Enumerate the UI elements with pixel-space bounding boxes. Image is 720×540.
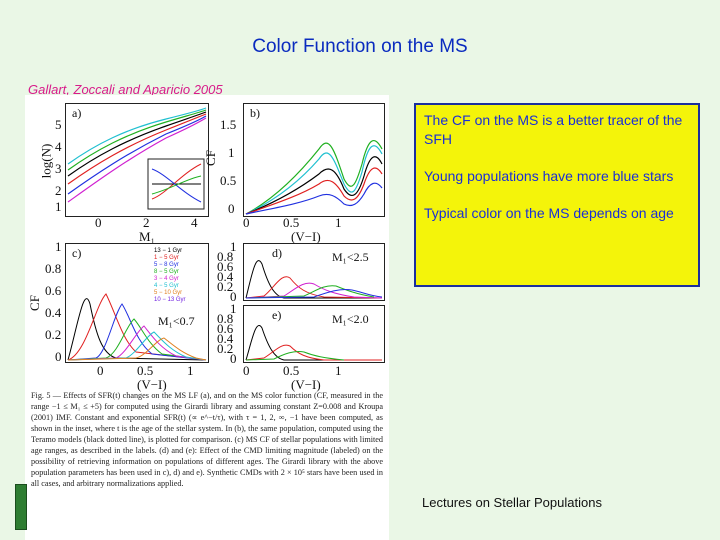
- panel-b-plot: [245, 139, 383, 215]
- panel-e-xtick: 0: [243, 363, 250, 378]
- decorative-green-bar: [15, 484, 27, 530]
- legend-entry: 13 − 1 Gyr: [154, 248, 183, 254]
- panel-b-xtick: 1: [335, 215, 342, 230]
- panel-d-ytick: 1: [230, 239, 237, 254]
- panel-a-plot: [67, 107, 207, 210]
- panel-b-ytick: 1: [228, 145, 235, 160]
- legend-entry: 5 − 10 Gyr: [154, 290, 183, 296]
- panel-c-legend: 13 − 1 Gyr 1 − 5 Gyr 5 − 8 Gyr 8 − 5 Gyr…: [154, 248, 186, 304]
- legend-entry: 3 − 4 Gyr: [154, 276, 179, 282]
- panel-b-label: b): [250, 106, 260, 120]
- panel-e-xaxis-label: (V−I): [291, 377, 321, 392]
- panel-b-xtick: 0.5: [283, 215, 300, 230]
- panel-d-label: d): [272, 246, 282, 260]
- paper-figure: a) 5 4 3 2 1 log(N) 0 2 4 M₁ b) 1.5 1 0.…: [25, 95, 389, 540]
- panel-e-ytick: 0: [230, 351, 237, 366]
- panel-d-ytick: 0.2: [217, 279, 234, 294]
- panel-a-ytick: 5: [55, 117, 62, 132]
- panel-c: c) 13 − 1 Gyr 1 − 5 Gyr 5 − 8 Gyr 8 − 5 …: [65, 243, 209, 363]
- panel-e: e) M₁<2.0: [243, 305, 385, 363]
- panel-c-ytick: 1: [55, 239, 62, 254]
- panel-e-ytick: 0.8: [217, 311, 234, 326]
- panel-b-xtick: 0: [243, 215, 250, 230]
- panel-a-xtick: 2: [143, 215, 150, 230]
- panel-c-xtick: 0.5: [137, 363, 154, 378]
- bullet-3: Typical color on the MS depends on age: [424, 205, 674, 221]
- panel-b: b): [243, 103, 385, 217]
- panel-c-yaxis-label: CF: [26, 295, 42, 311]
- panel-a-xtick: 0: [95, 215, 102, 230]
- panel-c-xtick: 0: [97, 363, 104, 378]
- bullet-2: Young populations have more blue stars: [424, 168, 674, 184]
- panel-e-xtick: 1: [335, 363, 342, 378]
- panel-e-label: e): [272, 308, 282, 322]
- panel-a: a): [65, 103, 209, 217]
- panel-c-label: c): [72, 246, 82, 260]
- panel-e-ytick: 0.6: [217, 321, 234, 336]
- panel-c-annotation: M₁<0.7: [158, 314, 195, 328]
- panel-d: d) M₁<2.5: [243, 243, 385, 301]
- panel-a-label: a): [72, 106, 82, 120]
- panel-a-ytick: 2: [55, 183, 62, 198]
- panel-b-ytick: 1.5: [220, 117, 237, 132]
- figure-caption: Fig. 5 — Effects of SFR(t) changes on th…: [31, 391, 383, 488]
- bullet-1: The CF on the MS is a better tracer of t…: [424, 112, 683, 147]
- panel-c-plot: [67, 293, 207, 361]
- panel-b-yaxis-label: CF: [202, 150, 218, 166]
- panel-b-xaxis-label: (V−I): [291, 229, 321, 244]
- panel-d-annotation: M₁<2.5: [332, 250, 369, 264]
- legend-entry: 8 − 5 Gyr: [154, 269, 179, 275]
- panel-c-xtick: 1: [187, 363, 194, 378]
- panel-a-ytick: 3: [55, 161, 62, 176]
- legend-entry: 4 − 5 Gyr: [154, 283, 179, 289]
- panel-c-ytick: 0.8: [45, 261, 62, 276]
- panel-d-ytick: 0: [230, 289, 237, 304]
- legend-entry: 5 − 8 Gyr: [154, 262, 179, 268]
- citation: Gallart, Zoccali and Aparicio 2005: [28, 82, 223, 97]
- footer-text: Lectures on Stellar Populations: [422, 495, 602, 510]
- panel-a-xaxis-label: M₁: [139, 229, 156, 244]
- panel-e-xtick: 0.5: [283, 363, 300, 378]
- panel-d-ytick: 0.8: [217, 249, 234, 264]
- panel-c-ytick: 0.6: [45, 283, 62, 298]
- panel-d-ytick: 0.6: [217, 259, 234, 274]
- panel-a-ytick: 1: [55, 199, 62, 214]
- legend-entry: 10 − 13 Gyr: [154, 297, 186, 303]
- panel-e-ytick: 1: [230, 301, 237, 316]
- bullet-box: The CF on the MS is a better tracer of t…: [414, 103, 700, 287]
- panel-c-ytick: 0: [55, 349, 62, 364]
- legend-entry: 1 − 5 Gyr: [154, 255, 179, 261]
- panel-c-ytick: 0.2: [45, 327, 62, 342]
- panel-e-ytick: 0.4: [217, 331, 234, 346]
- panel-a-xtick: 4: [191, 215, 198, 230]
- panel-c-xaxis-label: (V−I): [137, 377, 167, 392]
- panel-e-ytick: 0.2: [217, 341, 234, 356]
- panel-b-ytick: 0.5: [220, 173, 237, 188]
- panel-a-yaxis-label: log(N): [38, 143, 54, 179]
- panel-c-ytick: 0.4: [45, 305, 62, 320]
- panel-d-plot: [245, 260, 383, 299]
- panel-a-ytick: 4: [55, 139, 62, 154]
- panel-e-annotation: M₁<2.0: [332, 312, 369, 326]
- panel-b-ytick: 0: [228, 201, 235, 216]
- slide-title: Color Function on the MS: [252, 36, 468, 57]
- panel-e-plot: [245, 325, 382, 361]
- panel-d-ytick: 0.4: [217, 269, 234, 284]
